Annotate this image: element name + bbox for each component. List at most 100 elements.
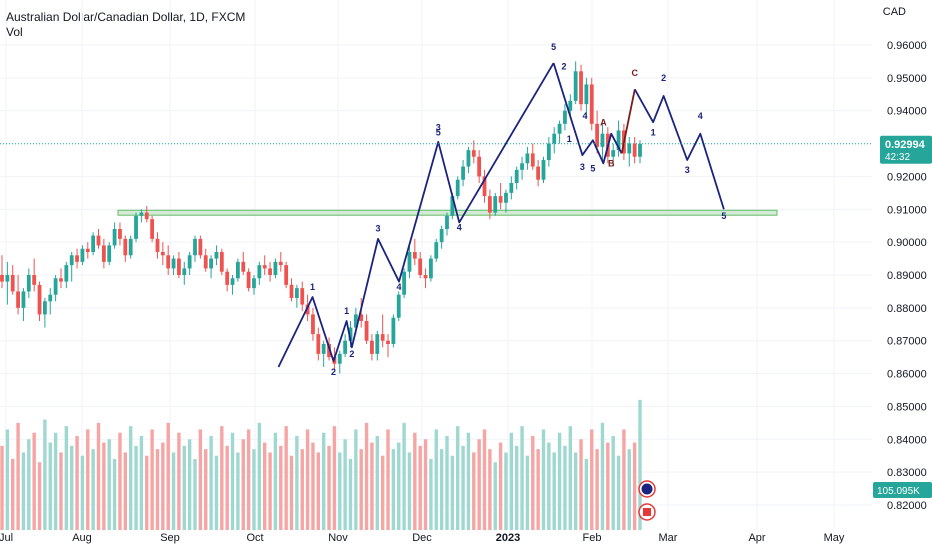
- candle-body: [0, 275, 4, 282]
- candle-body: [471, 150, 476, 157]
- candle-body: [219, 252, 224, 272]
- candle-body: [166, 255, 171, 269]
- candle-body: [268, 268, 272, 275]
- candle-body: [573, 71, 578, 101]
- wave-label: B: [608, 159, 615, 169]
- candle-body: [439, 229, 444, 243]
- candle-body: [353, 314, 358, 328]
- volume-bar: [611, 436, 615, 530]
- candle-body: [557, 123, 562, 134]
- flag-icon-fill: [643, 508, 651, 516]
- volume-bar: [102, 442, 106, 530]
- volume-badge: [873, 482, 932, 498]
- time-axis-label: Mar: [659, 532, 678, 544]
- volume-bar: [193, 459, 197, 530]
- volume-bar: [557, 432, 562, 530]
- candle-body: [241, 261, 246, 272]
- candle-body: [316, 334, 321, 354]
- volume-bar: [606, 442, 610, 530]
- candle-body: [91, 235, 96, 252]
- candle-body: [504, 192, 508, 203]
- candle-body: [402, 271, 407, 295]
- volume-bar: [86, 429, 90, 530]
- candle-body: [278, 261, 283, 266]
- candle-body: [75, 255, 79, 262]
- volume-bar: [477, 439, 481, 530]
- candle-body: [429, 258, 433, 279]
- volume-bar: [531, 436, 535, 530]
- volume-bar: [343, 439, 347, 530]
- time-axis-label: Apr: [748, 532, 765, 544]
- volume-bar: [413, 432, 417, 530]
- candle-body: [514, 169, 519, 183]
- volume-bar: [434, 429, 438, 530]
- volume-bar: [311, 442, 315, 530]
- wave-label: 3: [685, 165, 690, 175]
- candle-body: [584, 84, 589, 105]
- volume-bar: [552, 452, 556, 530]
- volume-bar: [80, 455, 85, 530]
- wave-label: 5: [721, 211, 726, 221]
- volume-badge-value: 105.095K: [877, 486, 920, 497]
- candle-body: [96, 235, 101, 246]
- volume-bar: [316, 452, 321, 530]
- wave-label: 1: [567, 134, 572, 144]
- wave-label: 3: [436, 122, 441, 132]
- volume-bar: [246, 429, 251, 530]
- candle-body: [230, 278, 235, 285]
- candle-body: [257, 265, 262, 279]
- candle-body: [150, 219, 155, 239]
- candle-body: [101, 245, 106, 262]
- candle-body: [579, 71, 583, 105]
- volume-bar: [402, 422, 406, 530]
- candle-body: [69, 255, 74, 266]
- volume-bar: [123, 452, 128, 530]
- wave-label: C: [632, 68, 639, 78]
- price-axis-label: 0.86000: [887, 369, 927, 381]
- volume-bar: [91, 449, 95, 530]
- time-axis-label: Nov: [328, 532, 348, 544]
- volume-bar: [439, 449, 444, 530]
- volume-bar: [289, 455, 294, 530]
- volume-bar: [600, 422, 605, 530]
- volume-bar: [112, 459, 117, 530]
- candle-body: [80, 248, 85, 262]
- forecast-wave-line: [634, 88, 725, 210]
- candle-body: [552, 133, 557, 144]
- volume-bar: [48, 442, 52, 530]
- volume-bar: [445, 436, 449, 530]
- volume-bar: [364, 422, 369, 530]
- wave-label: 4: [583, 111, 588, 121]
- countdown-timer: 42:32: [885, 152, 910, 163]
- candle-body: [434, 242, 439, 259]
- wave-label: 2: [349, 349, 354, 359]
- volume-bar: [171, 452, 176, 530]
- candle-body: [64, 265, 69, 282]
- candle-body: [487, 196, 492, 213]
- candle-body: [396, 294, 401, 318]
- candle-body: [198, 238, 203, 256]
- candle-body: [546, 143, 551, 160]
- volume-bar: [155, 449, 160, 530]
- volume-bar: [375, 436, 379, 530]
- volume-bar: [525, 455, 530, 530]
- candle-body: [418, 258, 423, 275]
- candle-body: [611, 150, 616, 157]
- volume-bar: [96, 422, 101, 530]
- volume-bar: [461, 445, 465, 530]
- candle-body: [563, 110, 567, 124]
- volume-bar: [498, 442, 503, 530]
- volume-bar: [273, 432, 278, 530]
- candle-body: [118, 229, 122, 239]
- candle-body: [21, 291, 26, 308]
- volume-bar: [423, 439, 428, 530]
- candle-body: [16, 291, 20, 308]
- candle-body: [10, 275, 15, 292]
- candle-body: [520, 163, 524, 170]
- volume-bar: [536, 449, 540, 530]
- australia-flag-icon: [638, 480, 656, 498]
- time-axis-label: May: [824, 532, 845, 544]
- volume-bar: [263, 442, 267, 530]
- candle-body: [53, 278, 58, 295]
